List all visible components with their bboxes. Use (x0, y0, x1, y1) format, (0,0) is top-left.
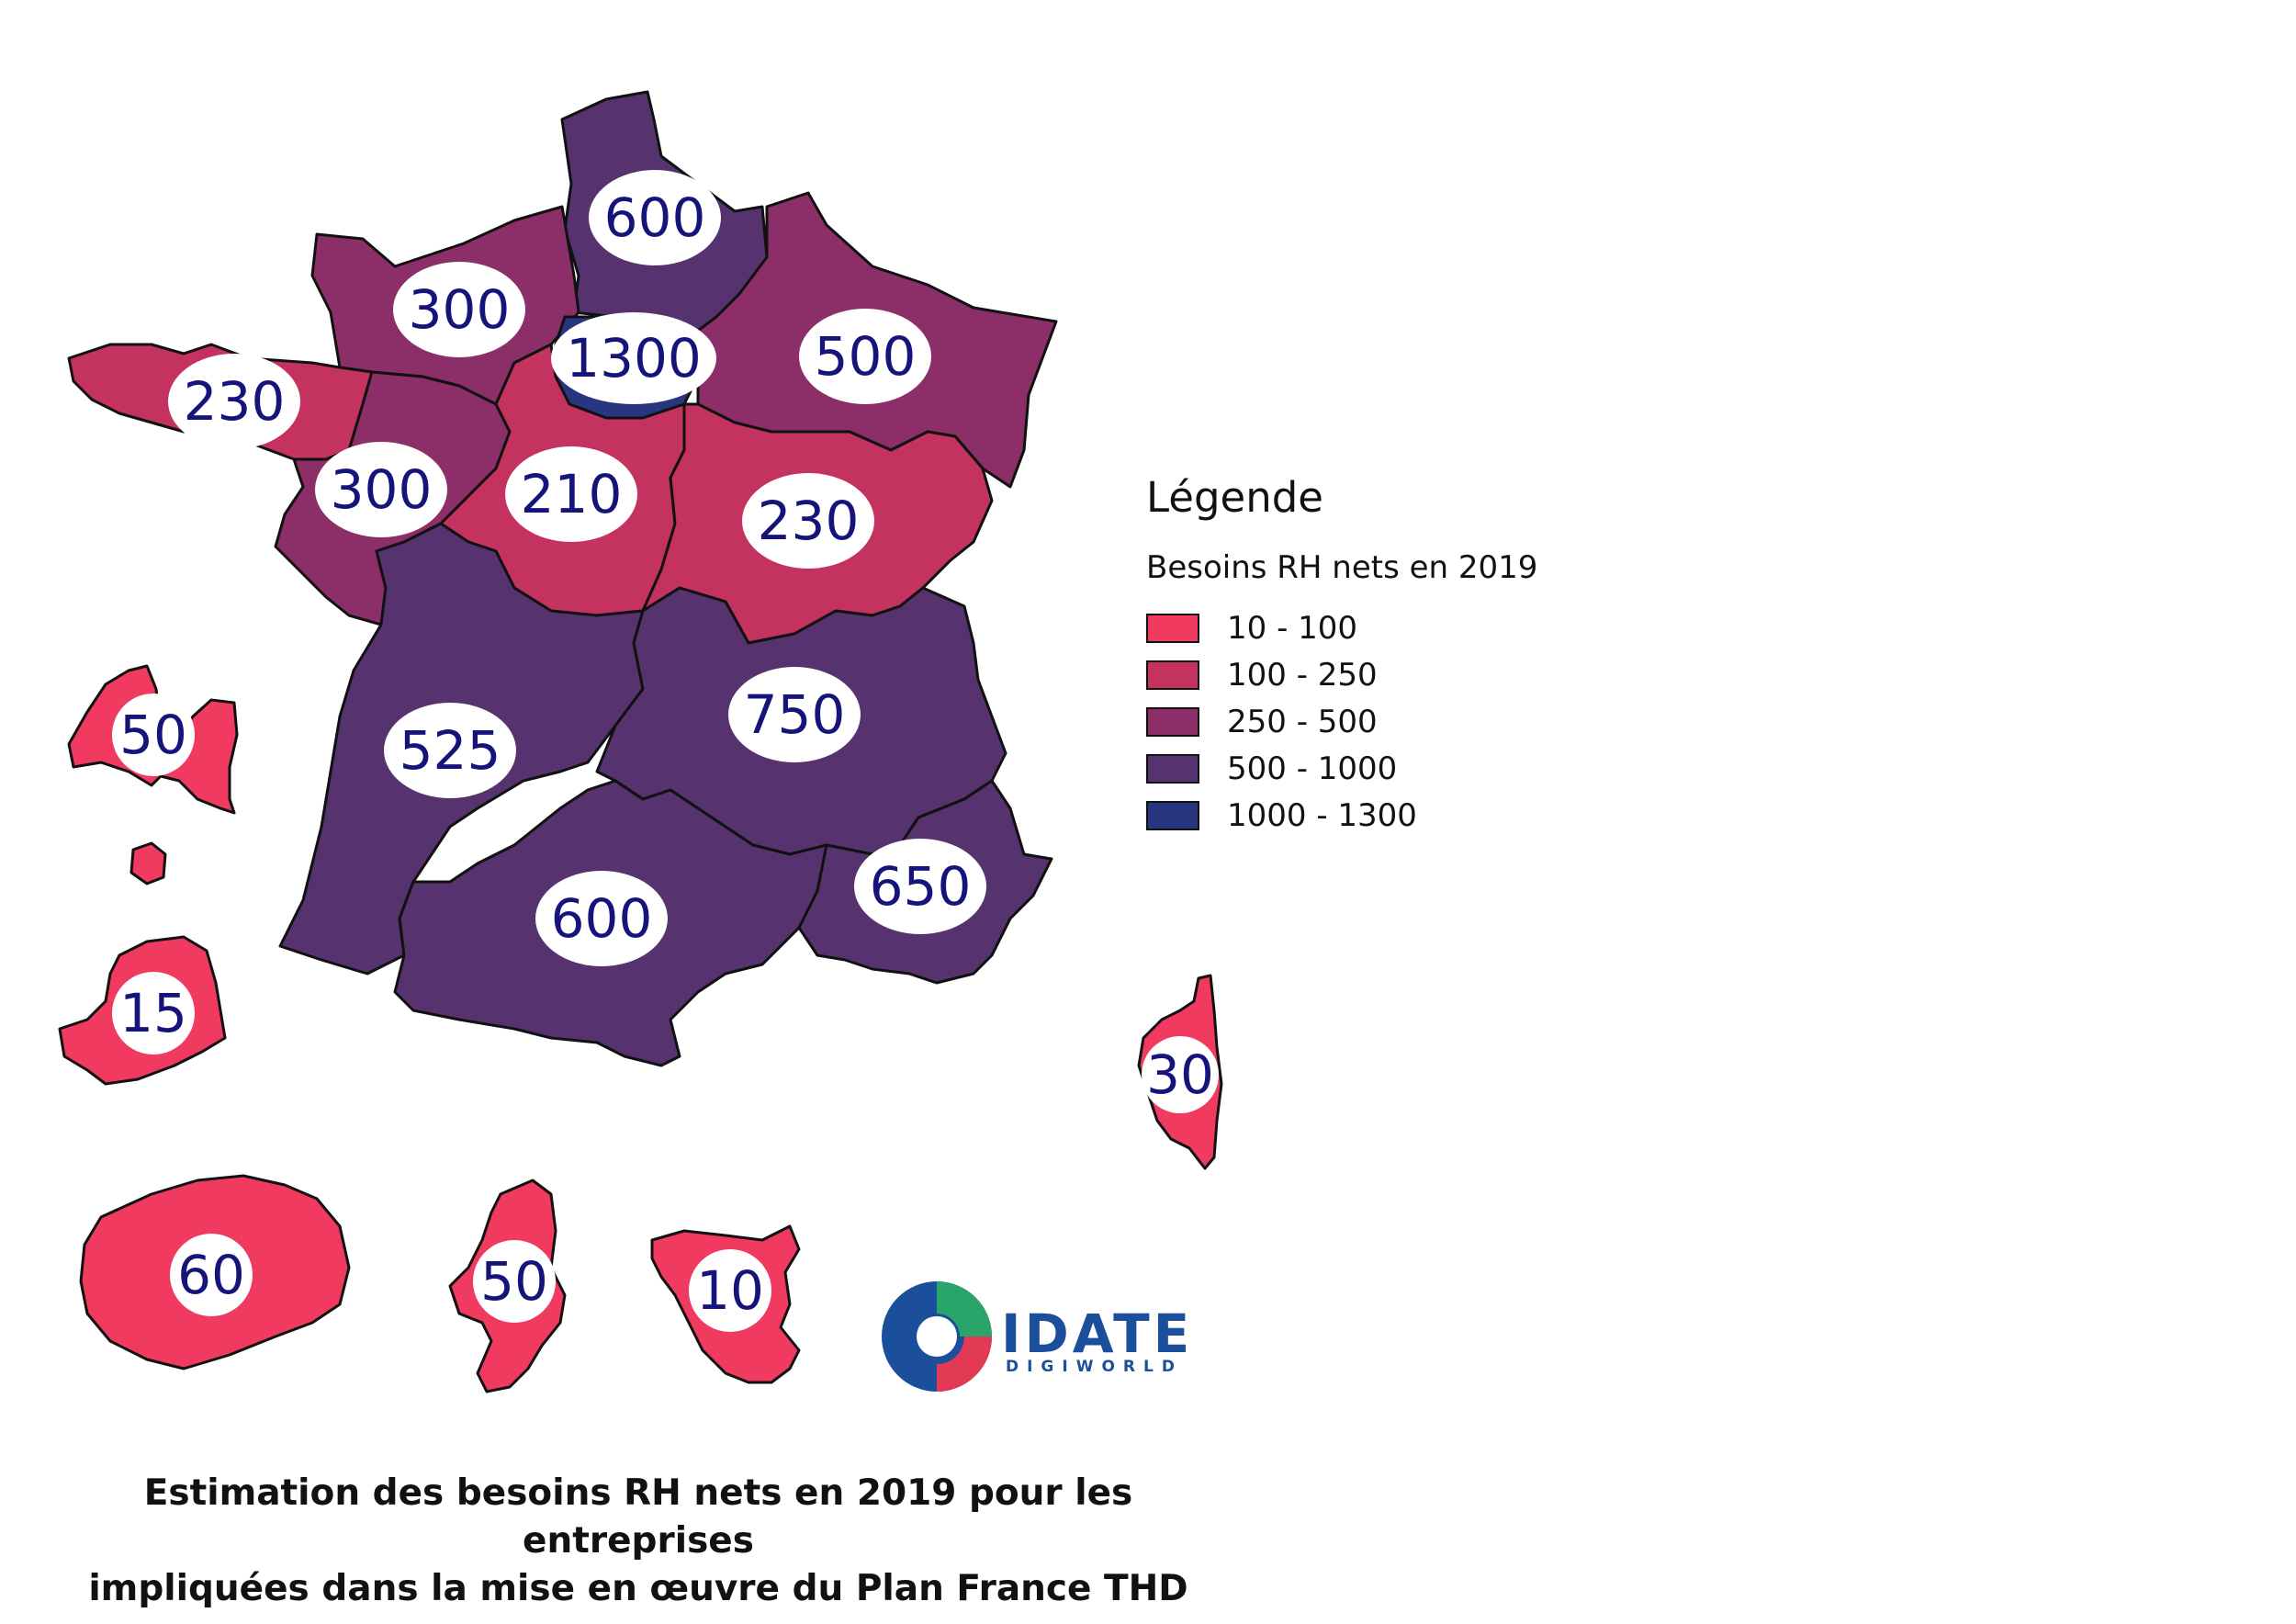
legend-swatch (1146, 660, 1199, 690)
legend-swatch (1146, 613, 1199, 643)
value-label-ile-de-france: 1300 (566, 327, 702, 389)
legend-swatch (1146, 706, 1199, 737)
value-label-provence-alpes-cote-d-azur: 650 (870, 855, 972, 918)
legend-swatch (1146, 753, 1199, 784)
value-labels: 600 300 1300 500 230 300 210 230 525 750… (112, 170, 1219, 1332)
idate-logo: IDATE DIGIWORLD (877, 1277, 1189, 1396)
caption-line-1: Estimation des besoins RH nets en 2019 p… (143, 1472, 1133, 1562)
caption-line-2: impliquées dans la mise en œuvre du Plan… (88, 1568, 1188, 1609)
logo-tagline: DIGIWORLD (1006, 1358, 1183, 1376)
map-caption: Estimation des besoins RH nets en 2019 p… (37, 1470, 1240, 1613)
value-label-centre-val-de-loire: 210 (521, 463, 623, 525)
legend-label: 100 - 250 (1227, 656, 1378, 694)
value-label-bourgogne-franche-comte: 230 (758, 490, 860, 552)
legend-swatch (1146, 800, 1199, 830)
legend-subtitle: Besoins RH nets en 2019 (1146, 549, 1538, 586)
legend-item: 10 - 100 (1146, 604, 1537, 651)
region-guadeloupe-islet (129, 841, 167, 885)
legend-item: 250 - 500 (1146, 698, 1537, 745)
value-label-martinique: 15 (119, 982, 187, 1044)
legend-label: 250 - 500 (1227, 703, 1378, 740)
map-legend: Légende Besoins RH nets en 2019 10 - 100… (1146, 473, 1537, 839)
value-label-bretagne: 230 (184, 370, 286, 433)
idate-logo-icon (882, 1281, 992, 1392)
value-label-normandie: 300 (409, 278, 511, 341)
value-label-pays-de-la-loire: 300 (331, 458, 433, 521)
value-label-reunion: 60 (177, 1244, 245, 1306)
value-label-hauts-de-france: 600 (604, 186, 706, 249)
value-label-occitanie: 600 (551, 887, 653, 950)
logo-name: IDATE (1001, 1303, 1194, 1365)
legend-title: Légende (1146, 473, 1323, 522)
legend-label: 10 - 100 (1227, 609, 1358, 647)
legend-label: 1000 - 1300 (1227, 796, 1417, 834)
value-label-nouvelle-aquitaine: 525 (400, 719, 501, 782)
legend-label: 500 - 1000 (1227, 750, 1398, 787)
legend-item: 1000 - 1300 (1146, 792, 1537, 839)
value-label-guyane: 10 (696, 1259, 764, 1322)
value-label-corse: 30 (1146, 1043, 1214, 1106)
legend-item: 100 - 250 (1146, 651, 1537, 698)
value-label-grand-est: 500 (815, 325, 917, 388)
value-label-guadeloupe: 50 (119, 704, 187, 766)
legend-item: 500 - 1000 (1146, 745, 1537, 792)
value-label-auvergne-rhone-alpes: 750 (744, 683, 846, 746)
value-label-mayotte: 50 (480, 1250, 548, 1313)
